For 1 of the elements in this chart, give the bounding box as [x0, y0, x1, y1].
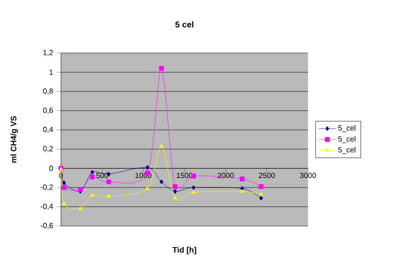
chart-title: 5 cel — [175, 21, 194, 28]
